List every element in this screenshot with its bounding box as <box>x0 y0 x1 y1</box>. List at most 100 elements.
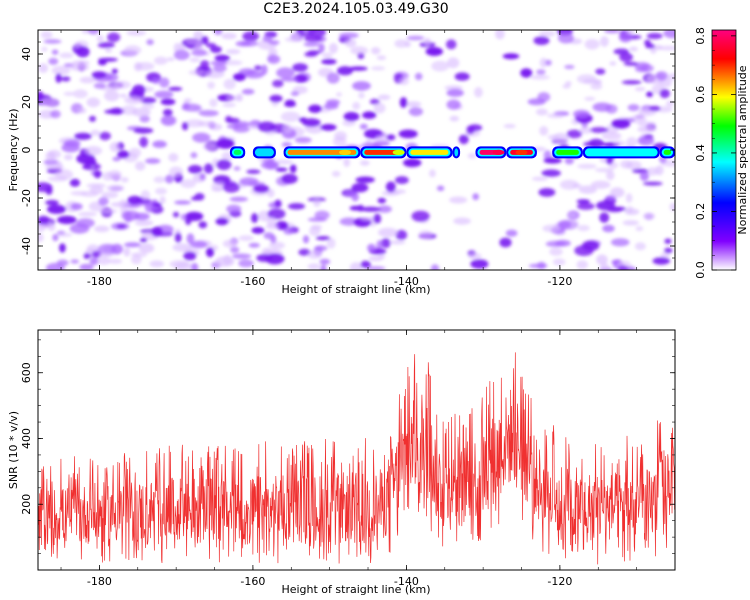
heatmap-noise-blob <box>339 217 359 226</box>
heatmap-noise-blob <box>93 82 106 89</box>
heatmap-noise-blob <box>304 35 323 42</box>
heatmap-y-label: Frequency (Hz) <box>7 109 20 192</box>
heatmap-noise-blob <box>446 88 464 97</box>
heatmap-noise-blob <box>348 66 368 71</box>
signal-band-segment <box>582 146 660 159</box>
heatmap-noise-blob <box>117 150 130 159</box>
heatmap-noise-blob <box>326 237 336 249</box>
heatmap-noise-blob <box>57 215 77 225</box>
heatmap-noise-blob <box>43 159 59 166</box>
heatmap-noise-blob <box>499 237 512 248</box>
heatmap-noise-blob <box>45 151 56 161</box>
heatmap-noise-blob <box>583 141 597 147</box>
heatmap-noise-blob <box>664 247 673 254</box>
heatmap-noise-blob <box>40 98 59 107</box>
heatmap-noise-blob <box>132 84 146 96</box>
heatmap-noise-blob <box>55 169 74 180</box>
heatmap-noise-blob <box>238 235 254 242</box>
heatmap-noise-blob <box>328 43 338 54</box>
heatmap-noise-blob <box>191 196 199 201</box>
heatmap-noise-blob <box>314 210 330 220</box>
heatmap-noise-blob <box>343 111 360 122</box>
heatmap-noise-blob <box>114 80 131 89</box>
heatmap-noise-blob <box>226 49 241 55</box>
heatmap-noise-blob <box>611 259 620 265</box>
heatmap-noise-blob <box>172 211 180 218</box>
heatmap-noise-blob <box>111 68 118 74</box>
heatmap-noise-blob <box>378 227 398 238</box>
heatmap-noise-blob <box>287 203 306 210</box>
heatmap-noise-blob <box>52 234 59 242</box>
heatmap-noise-blob <box>635 226 644 232</box>
heatmap-noise-blob <box>226 204 242 214</box>
heatmap-noise-blob <box>351 183 369 193</box>
signal-band-mid <box>584 148 658 157</box>
colorbar-tick-label: 0.0 <box>694 261 707 279</box>
y-tick-label: 600 <box>20 362 33 383</box>
heatmap-noise-blob <box>241 88 255 95</box>
heatmap-noise-blob <box>90 129 101 136</box>
heatmap-noise-blob <box>352 101 361 110</box>
y-tick-label: 200 <box>20 494 33 515</box>
heatmap-noise-blob <box>108 170 122 180</box>
signal-band-segment <box>283 146 361 159</box>
heatmap-noise-blob <box>91 71 107 79</box>
heatmap-noise-blob <box>283 227 294 235</box>
heatmap-noise-blob <box>97 243 117 255</box>
heatmap-noise-blob <box>538 188 556 197</box>
snr-panel: -180 -160 -140 -120 200 400 600 Height of str… <box>7 329 676 596</box>
heatmap-noise-blob <box>86 183 106 188</box>
heatmap-noise-blob <box>602 224 615 233</box>
heatmap-noise-blob <box>652 257 671 265</box>
heatmap-noise-blob <box>189 57 201 63</box>
heatmap-noise-blob <box>123 247 131 257</box>
heatmap-noise-blob <box>577 225 590 232</box>
heatmap-noise-blob <box>124 242 141 248</box>
heatmap-noise-blob <box>574 245 594 256</box>
heatmap-noise-blob <box>414 72 423 81</box>
heatmap-noise-blob <box>131 254 142 265</box>
heatmap-noise-blob <box>395 176 409 185</box>
heatmap-noise-blob <box>155 187 167 195</box>
heatmap-noise-blob <box>232 253 252 259</box>
heatmap-noise-blob <box>183 251 197 261</box>
heatmap-noise-blob <box>576 202 595 210</box>
heatmap-noise-blob <box>565 81 572 86</box>
heatmap-noise-blob <box>89 186 104 195</box>
heatmap-noise-blob <box>293 74 308 83</box>
heatmap-noise-blob <box>584 96 596 101</box>
colorbar-gradient <box>712 30 736 270</box>
heatmap-noise-blob <box>584 39 600 50</box>
heatmap-noise-blob <box>275 167 288 172</box>
heatmap-noise-blob <box>140 190 151 202</box>
heatmap-noise-blob <box>267 208 286 220</box>
heatmap-x-label: Height of straight line (km) <box>281 283 430 296</box>
heatmap-noise-blob <box>205 42 217 48</box>
heatmap-noise-blob <box>531 176 549 181</box>
heatmap-noise-blob <box>610 238 630 247</box>
heatmap-noise-blob <box>99 209 118 214</box>
heatmap-noise-blob <box>51 65 71 76</box>
heatmap-noise-blob <box>260 160 280 170</box>
heatmap-noise-blob <box>186 233 195 244</box>
heatmap-noise-blob <box>423 37 431 47</box>
heatmap-noise-blob <box>320 124 337 131</box>
colorbar-tick-label: 0.2 <box>694 203 707 221</box>
heatmap-noise-blob <box>344 191 356 197</box>
heatmap-noise-blob <box>307 250 323 260</box>
heatmap-noise-blob <box>59 243 66 253</box>
heatmap-noise-blob <box>352 81 371 91</box>
snr-y-ticks: 200 400 600 <box>20 339 675 554</box>
heatmap-noise-blob <box>133 127 154 134</box>
heatmap-noise-blob <box>613 48 629 55</box>
heatmap-noise-blob <box>310 224 323 230</box>
heatmap-noise-blob <box>141 103 155 110</box>
heatmap-noise-blob <box>659 88 670 99</box>
heatmap-noise-blob <box>600 263 610 270</box>
heatmap-panel: -180 -160 -140 -120 -40 -20 0 20 40 Height of s… <box>7 29 676 296</box>
heatmap-noise-blob <box>314 245 328 251</box>
heatmap-noise-blob <box>225 115 233 123</box>
heatmap-noise-blob <box>174 232 182 243</box>
heatmap-noise-blob <box>276 67 295 79</box>
heatmap-noise-blob <box>557 220 572 229</box>
